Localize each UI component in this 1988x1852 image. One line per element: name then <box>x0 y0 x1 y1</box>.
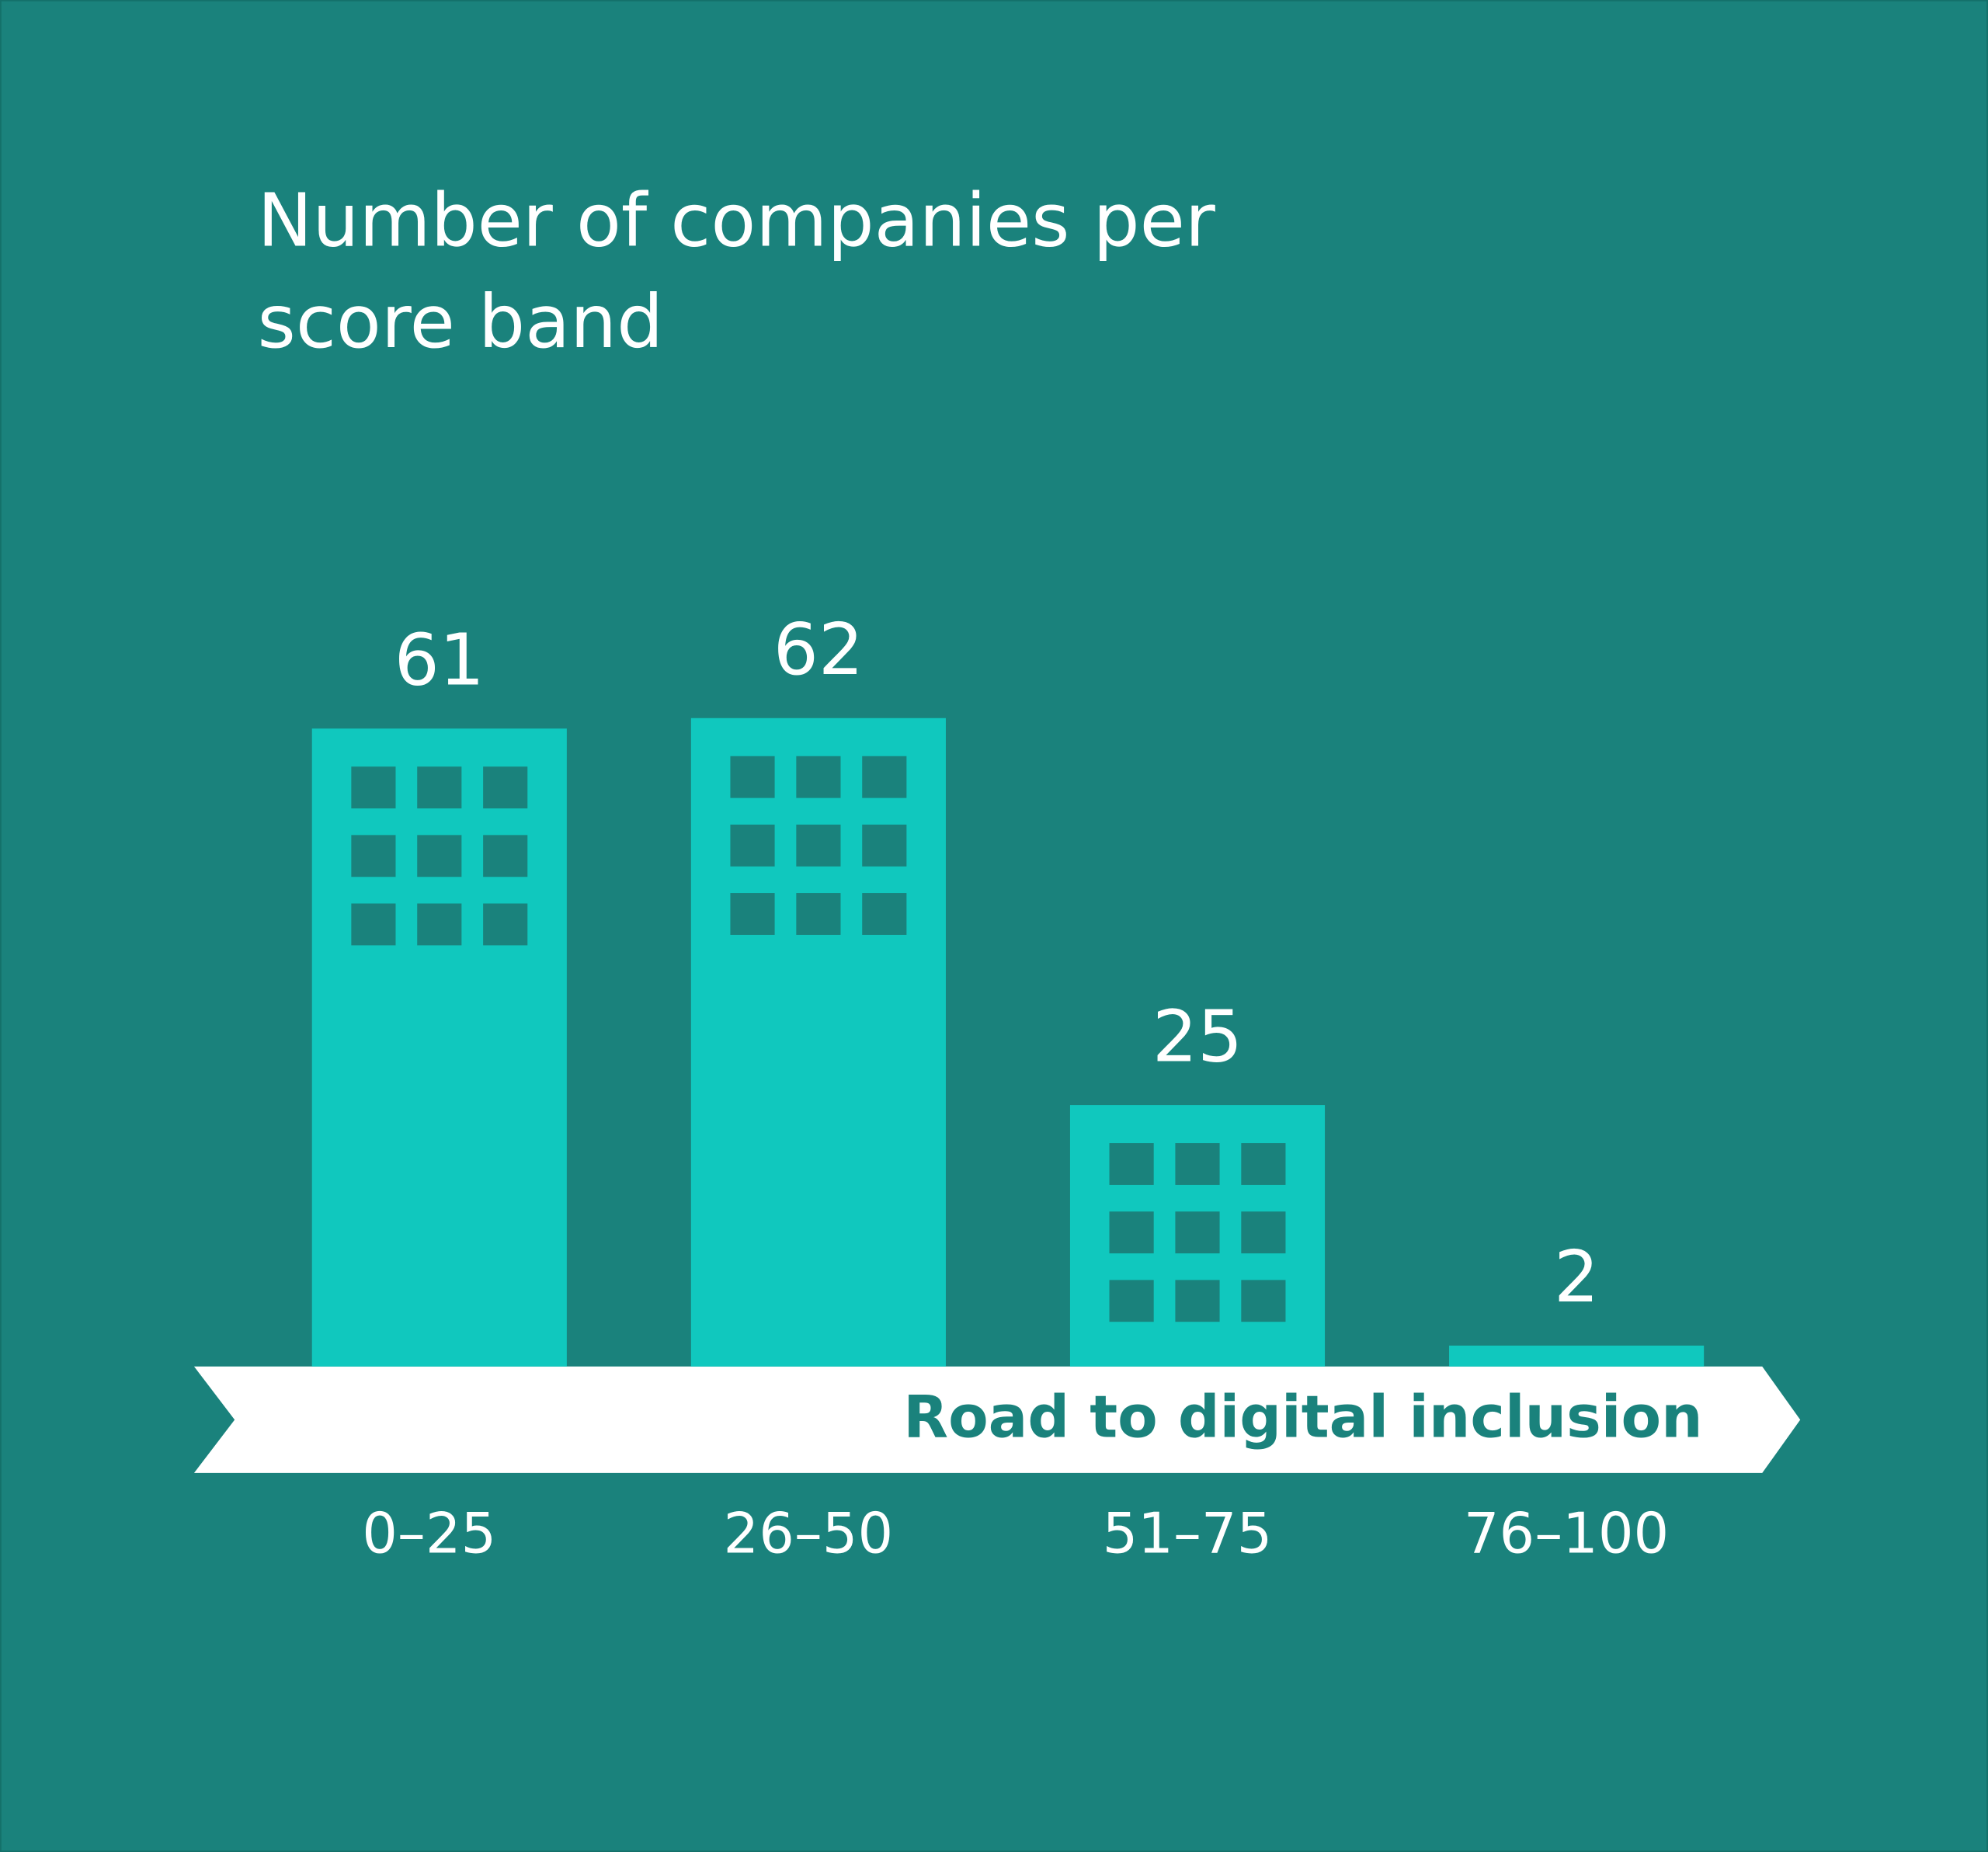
bar <box>311 728 567 1367</box>
x-tick-label: 76–100 <box>1464 1501 1669 1566</box>
road-label: Road to digital inclusion <box>903 1382 1702 1451</box>
window <box>483 903 528 946</box>
x-tick-label: 0–25 <box>362 1501 496 1566</box>
window <box>796 824 841 867</box>
window <box>1241 1280 1286 1322</box>
bar <box>690 718 946 1367</box>
window <box>1241 1143 1286 1185</box>
window <box>483 766 528 809</box>
window <box>1241 1211 1286 1254</box>
window <box>1109 1143 1154 1185</box>
window <box>483 835 528 877</box>
window <box>862 824 907 867</box>
window <box>417 903 462 946</box>
window <box>1109 1280 1154 1322</box>
window <box>730 756 775 798</box>
window <box>1175 1143 1220 1185</box>
window <box>730 824 775 867</box>
window <box>1175 1280 1220 1322</box>
value-label: 25 <box>1152 995 1242 1078</box>
window <box>796 893 841 935</box>
value-label: 61 <box>394 619 485 702</box>
x-tick-label: 51–75 <box>1103 1501 1273 1566</box>
window <box>730 893 775 935</box>
window <box>351 766 396 809</box>
window <box>862 893 907 935</box>
value-label: 2 <box>1554 1235 1599 1319</box>
value-label: 62 <box>773 608 864 691</box>
window <box>862 756 907 798</box>
x-tick-label: 26–50 <box>724 1501 894 1566</box>
window <box>417 766 462 809</box>
window <box>351 835 396 877</box>
window <box>796 756 841 798</box>
chart-title: Number of companies per score band <box>258 178 1215 365</box>
window <box>1109 1211 1154 1254</box>
bar <box>1449 1345 1705 1367</box>
road-arrow <box>193 1366 1801 1473</box>
window <box>417 835 462 877</box>
window <box>1175 1211 1220 1254</box>
window <box>351 903 396 946</box>
